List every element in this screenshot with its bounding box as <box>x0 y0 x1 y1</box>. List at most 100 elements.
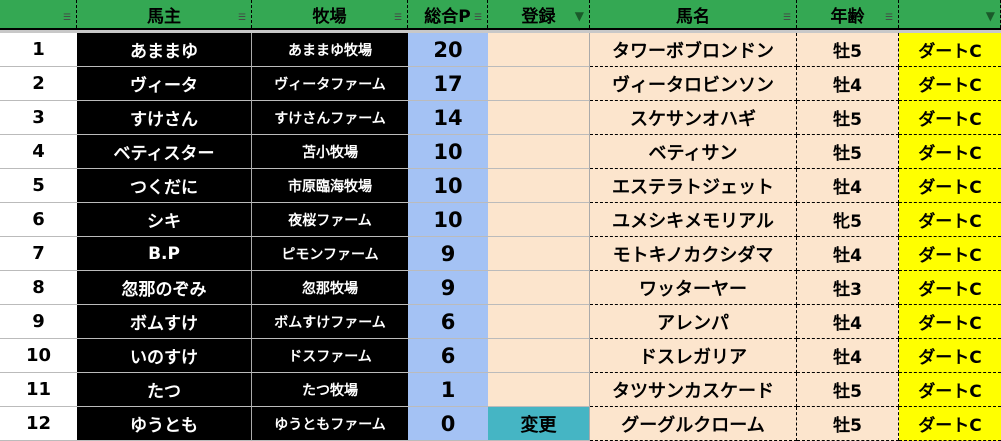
cell-age[interactable]: 牡4 <box>797 305 899 339</box>
cell-row-number[interactable]: 9 <box>0 305 77 339</box>
cell-registration[interactable] <box>488 271 590 305</box>
filter-icon[interactable]: ☰ <box>884 13 893 23</box>
cell-owner[interactable]: シキ <box>77 203 252 237</box>
cell-row-number[interactable]: 11 <box>0 373 77 407</box>
cell-horse-name[interactable]: ドスレガリア <box>590 339 797 373</box>
filter-icon[interactable]: ☰ <box>62 13 71 23</box>
cell-course[interactable]: ダートC <box>899 33 1001 67</box>
cell-farm[interactable]: 市原臨海牧場 <box>252 169 408 203</box>
cell-total-points[interactable]: 9 <box>408 237 488 271</box>
cell-horse-name[interactable]: タワーボブロンドン <box>590 33 797 67</box>
column-header-registration[interactable]: 登録 ▼ <box>488 0 590 28</box>
cell-horse-name[interactable]: エステラトジェット <box>590 169 797 203</box>
cell-row-number[interactable]: 2 <box>0 67 77 101</box>
cell-registration[interactable] <box>488 237 590 271</box>
cell-total-points[interactable]: 1 <box>408 373 488 407</box>
cell-age[interactable]: 牡4 <box>797 339 899 373</box>
cell-owner[interactable]: ゆうとも <box>77 407 252 441</box>
cell-farm[interactable]: あままゆ牧場 <box>252 33 408 67</box>
cell-horse-name[interactable]: タツサンカスケード <box>590 373 797 407</box>
cell-registration[interactable] <box>488 169 590 203</box>
cell-registration[interactable] <box>488 305 590 339</box>
cell-registration[interactable]: 変更 <box>488 407 590 441</box>
cell-total-points[interactable]: 6 <box>408 339 488 373</box>
column-header-course[interactable]: ▼ <box>899 0 1001 28</box>
cell-total-points[interactable]: 10 <box>408 169 488 203</box>
cell-farm[interactable]: ヴィータファーム <box>252 67 408 101</box>
cell-age[interactable]: 牡5 <box>797 407 899 441</box>
column-header-horse-name[interactable]: 馬名 ☰ <box>590 0 797 28</box>
cell-registration[interactable] <box>488 67 590 101</box>
cell-owner[interactable]: つくだに <box>77 169 252 203</box>
cell-age[interactable]: 牡4 <box>797 169 899 203</box>
cell-age[interactable]: 牡5 <box>797 135 899 169</box>
cell-horse-name[interactable]: グーグルクローム <box>590 407 797 441</box>
cell-row-number[interactable]: 1 <box>0 33 77 67</box>
cell-owner[interactable]: すけさん <box>77 101 252 135</box>
cell-registration[interactable] <box>488 373 590 407</box>
cell-owner[interactable]: ベティスター <box>77 135 252 169</box>
cell-age[interactable]: 牡4 <box>797 237 899 271</box>
column-header-total-points[interactable]: 総合P ☰ <box>408 0 488 28</box>
cell-farm[interactable]: 忽那牧場 <box>252 271 408 305</box>
cell-total-points[interactable]: 0 <box>408 407 488 441</box>
cell-owner[interactable]: あままゆ <box>77 33 252 67</box>
cell-total-points[interactable]: 14 <box>408 101 488 135</box>
cell-registration[interactable] <box>488 203 590 237</box>
cell-total-points[interactable]: 6 <box>408 305 488 339</box>
cell-row-number[interactable]: 4 <box>0 135 77 169</box>
cell-course[interactable]: ダートC <box>899 339 1001 373</box>
cell-registration[interactable] <box>488 33 590 67</box>
cell-horse-name[interactable]: スケサンオハギ <box>590 101 797 135</box>
cell-registration[interactable] <box>488 135 590 169</box>
filter-icon[interactable]: ☰ <box>393 13 402 23</box>
column-header-age[interactable]: 年齢 ☰ <box>797 0 899 28</box>
cell-course[interactable]: ダートC <box>899 237 1001 271</box>
column-header-row-number[interactable]: ☰ <box>0 0 77 28</box>
cell-age[interactable]: 牡5 <box>797 373 899 407</box>
cell-course[interactable]: ダートC <box>899 135 1001 169</box>
cell-farm[interactable]: 苫小牧場 <box>252 135 408 169</box>
cell-horse-name[interactable]: ユメシキメモリアル <box>590 203 797 237</box>
cell-owner[interactable]: B.P <box>77 237 252 271</box>
cell-owner[interactable]: ボムすけ <box>77 305 252 339</box>
cell-row-number[interactable]: 8 <box>0 271 77 305</box>
cell-horse-name[interactable]: ベティサン <box>590 135 797 169</box>
cell-total-points[interactable]: 17 <box>408 67 488 101</box>
filter-icon[interactable]: ☰ <box>237 13 246 23</box>
cell-farm[interactable]: たつ牧場 <box>252 373 408 407</box>
cell-row-number[interactable]: 3 <box>0 101 77 135</box>
cell-row-number[interactable]: 7 <box>0 237 77 271</box>
cell-registration[interactable] <box>488 339 590 373</box>
cell-horse-name[interactable]: モトキノカクシダマ <box>590 237 797 271</box>
cell-course[interactable]: ダートC <box>899 67 1001 101</box>
column-header-farm[interactable]: 牧場 ☰ <box>252 0 408 28</box>
cell-total-points[interactable]: 9 <box>408 271 488 305</box>
cell-row-number[interactable]: 6 <box>0 203 77 237</box>
cell-farm[interactable]: すけさんファーム <box>252 101 408 135</box>
cell-row-number[interactable]: 5 <box>0 169 77 203</box>
cell-owner[interactable]: たつ <box>77 373 252 407</box>
cell-farm[interactable]: 夜桜ファーム <box>252 203 408 237</box>
cell-row-number[interactable]: 12 <box>0 407 77 441</box>
cell-course[interactable]: ダートC <box>899 101 1001 135</box>
cell-course[interactable]: ダートC <box>899 271 1001 305</box>
cell-registration[interactable] <box>488 101 590 135</box>
cell-course[interactable]: ダートC <box>899 305 1001 339</box>
filter-active-icon[interactable]: ▼ <box>574 9 584 23</box>
cell-horse-name[interactable]: ヴィータロビンソン <box>590 67 797 101</box>
filter-icon[interactable]: ☰ <box>473 13 482 23</box>
cell-course[interactable]: ダートC <box>899 203 1001 237</box>
cell-course[interactable]: ダートC <box>899 169 1001 203</box>
cell-horse-name[interactable]: ワッターヤー <box>590 271 797 305</box>
cell-farm[interactable]: ドスファーム <box>252 339 408 373</box>
cell-horse-name[interactable]: アレンパ <box>590 305 797 339</box>
cell-row-number[interactable]: 10 <box>0 339 77 373</box>
cell-age[interactable]: 牝5 <box>797 203 899 237</box>
cell-total-points[interactable]: 10 <box>408 135 488 169</box>
cell-farm[interactable]: ゆうともファーム <box>252 407 408 441</box>
column-header-owner[interactable]: 馬主 ☰ <box>77 0 252 28</box>
cell-owner[interactable]: 忽那のぞみ <box>77 271 252 305</box>
filter-icon[interactable]: ☰ <box>782 13 791 23</box>
cell-age[interactable]: 牡3 <box>797 271 899 305</box>
